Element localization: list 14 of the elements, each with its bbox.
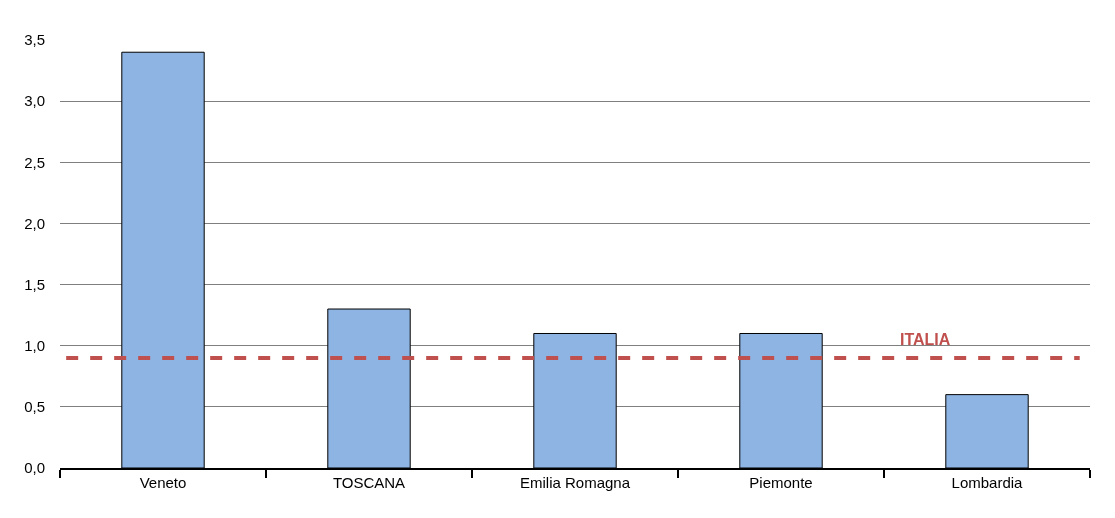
ref-line-label: ITALIA — [900, 331, 951, 348]
y-tick-label: 0,5 — [24, 398, 45, 416]
x-tick-label: Lombardia — [951, 474, 1024, 491]
x-tick-label: Piemonte — [749, 474, 813, 491]
x-tick-label: Veneto — [139, 474, 187, 491]
y-tick-label: 1,5 — [24, 275, 45, 293]
y-tick-label: 3,5 — [24, 31, 45, 49]
y-tick-label: 1,0 — [24, 336, 45, 354]
x-tick-label: Emilia Romagna — [519, 474, 631, 491]
y-tick-label: 0,0 — [24, 459, 45, 477]
y-tick-label: 3,0 — [24, 92, 45, 110]
x-tick-label: TOSCANA — [332, 474, 406, 491]
y-tick-label: 2,0 — [24, 214, 45, 232]
y-tick-label: 2,5 — [24, 153, 45, 171]
